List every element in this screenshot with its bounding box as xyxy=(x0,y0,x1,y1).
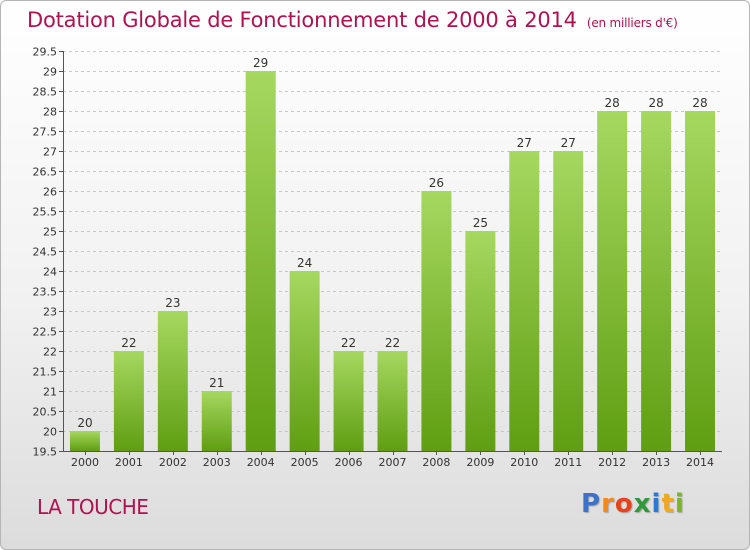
bars xyxy=(69,71,716,451)
x-tick-label: 2000 xyxy=(71,456,99,469)
bar xyxy=(509,151,540,451)
y-tick-label: 19.5 xyxy=(33,446,58,459)
logo-letter: i xyxy=(651,489,662,519)
x-tick-label: 2009 xyxy=(466,456,494,469)
x-tick-label: 2007 xyxy=(379,456,407,469)
bar xyxy=(113,351,144,451)
data-label: 20 xyxy=(77,416,92,430)
logo-letter: i xyxy=(674,489,685,519)
y-tick-label: 26.5 xyxy=(33,166,58,179)
logo-letter: r xyxy=(601,489,615,519)
y-tick-label: 27.5 xyxy=(33,126,58,139)
x-tick-label: 2012 xyxy=(598,456,626,469)
data-label: 28 xyxy=(605,96,620,110)
data-label: 27 xyxy=(561,136,576,150)
proxiti-logo: Proxiti xyxy=(581,489,685,519)
y-tick-label: 22.5 xyxy=(33,326,58,339)
y-tick-label: 21.5 xyxy=(33,366,58,379)
bar xyxy=(201,391,232,451)
chart-title: Dotation Globale de Fonctionnement de 20… xyxy=(27,8,678,32)
y-tick-label: 27 xyxy=(43,146,57,159)
x-tick-label: 2013 xyxy=(642,456,670,469)
y-tick-label: 28.5 xyxy=(33,86,58,99)
data-label: 22 xyxy=(121,336,136,350)
x-tick-label: 2001 xyxy=(115,456,143,469)
title-text: Dotation Globale de Fonctionnement de 20… xyxy=(27,8,577,32)
data-label: 23 xyxy=(165,296,180,310)
bar xyxy=(465,231,496,451)
y-tick-label: 21 xyxy=(43,386,57,399)
y-tick-label: 26 xyxy=(43,186,57,199)
bar xyxy=(245,71,276,451)
y-tick-label: 20.5 xyxy=(33,406,58,419)
logo-letter: o xyxy=(614,489,634,519)
bar xyxy=(641,111,672,451)
bar xyxy=(333,351,364,451)
data-label: 29 xyxy=(253,56,268,70)
x-tick-label: 2014 xyxy=(686,456,714,469)
x-tick-label: 2008 xyxy=(422,456,450,469)
data-label: 22 xyxy=(341,336,356,350)
y-tick-label: 29 xyxy=(43,66,57,79)
data-label: 27 xyxy=(517,136,532,150)
logo-letter: P xyxy=(581,489,602,519)
bar xyxy=(377,351,408,451)
data-label: 26 xyxy=(429,176,444,190)
bar xyxy=(289,271,320,451)
x-tick-label: 2004 xyxy=(247,456,275,469)
y-tick-label: 23.5 xyxy=(33,286,58,299)
bar xyxy=(597,111,628,451)
axes xyxy=(59,51,722,455)
y-tick-label: 25.5 xyxy=(33,206,58,219)
y-tick-label: 29.5 xyxy=(33,46,58,59)
data-label: 22 xyxy=(385,336,400,350)
data-labels: 20 22 23 21 29 24 22 22 26 25 27 27 28 28 28 xyxy=(77,56,707,430)
y-tick-label: 24 xyxy=(43,266,57,279)
y-tick-label: 25 xyxy=(43,226,57,239)
logo-letter: x xyxy=(633,489,652,519)
y-tick-label: 28 xyxy=(43,106,57,119)
x-tick-label: 2003 xyxy=(203,456,231,469)
bar xyxy=(157,311,188,451)
data-label: 28 xyxy=(692,96,707,110)
bar xyxy=(421,191,452,451)
x-tick-label: 2002 xyxy=(159,456,187,469)
y-tick-label: 20 xyxy=(43,426,57,439)
x-tick-label: 2005 xyxy=(291,456,319,469)
unit-note: (en milliers d'€) xyxy=(586,16,678,30)
x-tick-label: 2006 xyxy=(335,456,363,469)
data-label: 21 xyxy=(209,376,224,390)
logo-letter: t xyxy=(661,489,675,519)
data-label: 24 xyxy=(297,256,312,270)
data-label: 25 xyxy=(473,216,488,230)
data-label: 28 xyxy=(648,96,663,110)
commune-name: LA TOUCHE xyxy=(37,495,149,519)
bar xyxy=(685,111,716,451)
x-tick-label: 2010 xyxy=(510,456,538,469)
x-tick-label: 2011 xyxy=(554,456,582,469)
bar xyxy=(69,431,100,451)
bar xyxy=(553,151,584,451)
y-tick-label: 23 xyxy=(43,306,57,319)
x-tick-labels: 2000 2001 2002 2003 2004 2005 2006 2007 2008 2009… xyxy=(71,456,714,469)
y-tick-labels: 19.5 20 20.5 21 21.5 22 22.5 23 23.5 24 24.5 25 25.5… xyxy=(33,46,58,459)
y-tick-label: 22 xyxy=(43,346,57,359)
y-tick-label: 24.5 xyxy=(33,246,58,259)
